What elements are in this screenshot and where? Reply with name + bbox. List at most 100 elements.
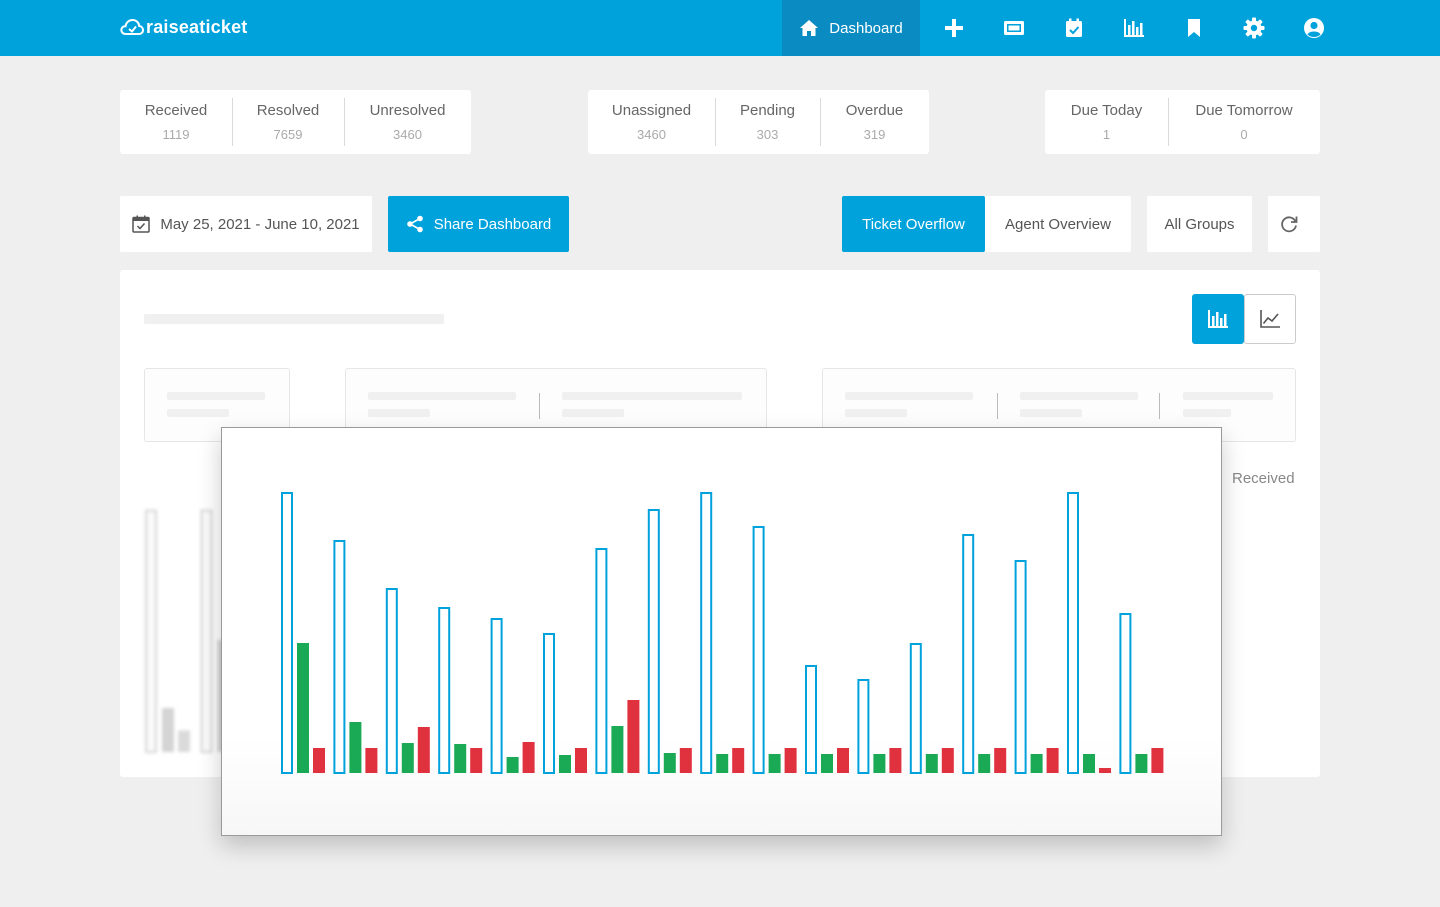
stat-label: Pending xyxy=(739,102,796,119)
line-chart-icon xyxy=(1260,310,1280,328)
stat-label: Resolved xyxy=(256,102,320,119)
legend-received-label: Received xyxy=(1232,470,1295,487)
gear-icon[interactable] xyxy=(1242,16,1266,40)
bar-chart-icon[interactable] xyxy=(1122,16,1146,40)
stat-received[interactable]: Received 1119 xyxy=(120,90,232,154)
chart-bar-red xyxy=(837,748,849,773)
chart-bar-green xyxy=(611,726,624,773)
chart-bar-red xyxy=(784,748,797,773)
all-groups-dropdown[interactable]: All Groups xyxy=(1147,196,1252,252)
chart-bar-green xyxy=(506,757,519,773)
bookmark-icon[interactable] xyxy=(1182,16,1206,40)
date-range-picker[interactable]: May 25, 2021 - June 10, 2021 xyxy=(120,196,372,252)
share-icon xyxy=(406,215,423,233)
stat-overdue[interactable]: Overdue 319 xyxy=(820,90,929,154)
chart-bar-red xyxy=(313,748,325,773)
top-navigation-bar: raiseaticket Dashboard xyxy=(0,0,1440,56)
chart-bar-outline xyxy=(490,618,503,774)
stat-label: Unassigned xyxy=(611,102,692,119)
chart-bar-outline xyxy=(543,633,555,774)
stat-value: 303 xyxy=(756,127,779,142)
chart-bar-red xyxy=(1099,768,1111,773)
chart-bar-outline xyxy=(700,492,713,774)
stat-due-today[interactable]: Due Today 1 xyxy=(1045,90,1168,154)
bg-bar-grey xyxy=(178,730,190,752)
plus-icon[interactable] xyxy=(942,16,966,40)
chart-bar-outline xyxy=(1067,492,1079,774)
nav-dashboard[interactable]: Dashboard xyxy=(782,0,920,56)
chart-bar-green xyxy=(873,754,886,773)
ticket-overflow-bar-chart xyxy=(281,492,1164,774)
chart-bar-red xyxy=(575,748,587,773)
stat-value: 0 xyxy=(1240,127,1248,142)
stat-pending[interactable]: Pending 303 xyxy=(715,90,820,154)
stats-card-tickets: Received 1119 Resolved 7659 Unresolved 3… xyxy=(120,90,471,154)
chart-bar-red xyxy=(889,748,902,773)
chart-bar-green xyxy=(401,743,414,773)
stat-label: Unresolved xyxy=(369,102,446,119)
chart-bar-red xyxy=(627,700,640,773)
stat-value: 3460 xyxy=(637,127,666,142)
stat-value: 1 xyxy=(1102,127,1111,142)
chart-bar-outline xyxy=(385,588,398,774)
chart-bar-outline xyxy=(1119,613,1132,774)
chart-bar-outline xyxy=(333,540,346,774)
chart-bar-outline xyxy=(1014,560,1027,774)
chart-bar-green xyxy=(716,754,729,773)
bg-bar-outline xyxy=(200,509,213,753)
bar-chart-icon xyxy=(1208,310,1228,328)
share-dashboard-button[interactable]: Share Dashboard xyxy=(388,196,569,252)
chart-bar-green xyxy=(559,755,571,773)
ticket-icon[interactable] xyxy=(1002,16,1026,40)
line-chart-toggle[interactable] xyxy=(1244,294,1296,344)
chart-preview-popup xyxy=(221,427,1222,836)
chart-bar-outline xyxy=(752,526,765,774)
tab-agent-overview-label: Agent Overview xyxy=(1005,215,1111,233)
calendar-check-icon[interactable] xyxy=(1062,16,1086,40)
stat-unresolved[interactable]: Unresolved 3460 xyxy=(344,90,471,154)
stat-unassigned[interactable]: Unassigned 3460 xyxy=(588,90,715,154)
chart-bar-red xyxy=(417,727,430,773)
chart-bar-red xyxy=(679,748,692,773)
stat-value: 3460 xyxy=(393,127,422,142)
app-name: raiseaticket xyxy=(146,16,248,37)
panel-title-placeholder xyxy=(144,314,444,324)
refresh-icon xyxy=(1281,216,1298,233)
chart-bar-outline xyxy=(962,534,975,774)
stats-card-assignment: Unassigned 3460 Pending 303 Overdue 319 xyxy=(588,90,929,154)
chart-bar-red xyxy=(732,748,745,773)
stat-value: 7659 xyxy=(273,127,303,142)
bg-bar-outline xyxy=(145,509,157,753)
app-logo[interactable]: raiseaticket xyxy=(120,15,247,39)
stat-resolved[interactable]: Resolved 7659 xyxy=(232,90,344,154)
stat-label: Due Today xyxy=(1070,102,1143,119)
chart-bar-green xyxy=(297,643,309,773)
bar-chart-toggle[interactable] xyxy=(1192,294,1244,344)
chart-bar-red xyxy=(522,742,535,773)
chart-bar-outline xyxy=(857,679,870,774)
home-icon xyxy=(800,20,819,36)
chart-bar-green xyxy=(454,744,467,773)
stat-value: 319 xyxy=(863,127,886,142)
chart-bar-green xyxy=(1030,754,1043,773)
chart-bar-green xyxy=(925,754,938,773)
tab-ticket-overflow-label: Ticket Overflow xyxy=(862,215,965,233)
user-circle-icon[interactable] xyxy=(1302,16,1326,40)
date-range-text: May 25, 2021 - June 10, 2021 xyxy=(160,215,360,233)
chart-bar-red xyxy=(470,748,483,773)
chart-bar-red xyxy=(994,748,1007,773)
tab-agent-overview[interactable]: Agent Overview xyxy=(985,196,1131,252)
chart-bar-red xyxy=(941,748,954,773)
chart-bar-outline xyxy=(909,643,922,774)
chart-bar-outline xyxy=(438,607,451,774)
refresh-button[interactable] xyxy=(1268,196,1320,252)
tab-ticket-overflow[interactable]: Ticket Overflow xyxy=(842,196,985,252)
share-dashboard-label: Share Dashboard xyxy=(433,215,552,233)
cloud-logo-icon xyxy=(120,18,144,35)
calendar-icon xyxy=(132,215,151,233)
stat-value: 1119 xyxy=(162,127,190,142)
chart-bar-green xyxy=(1135,754,1148,773)
stat-due-tomorrow[interactable]: Due Tomorrow 0 xyxy=(1168,90,1320,154)
stat-label: Received xyxy=(144,102,208,119)
chart-bar-outline xyxy=(281,492,293,774)
